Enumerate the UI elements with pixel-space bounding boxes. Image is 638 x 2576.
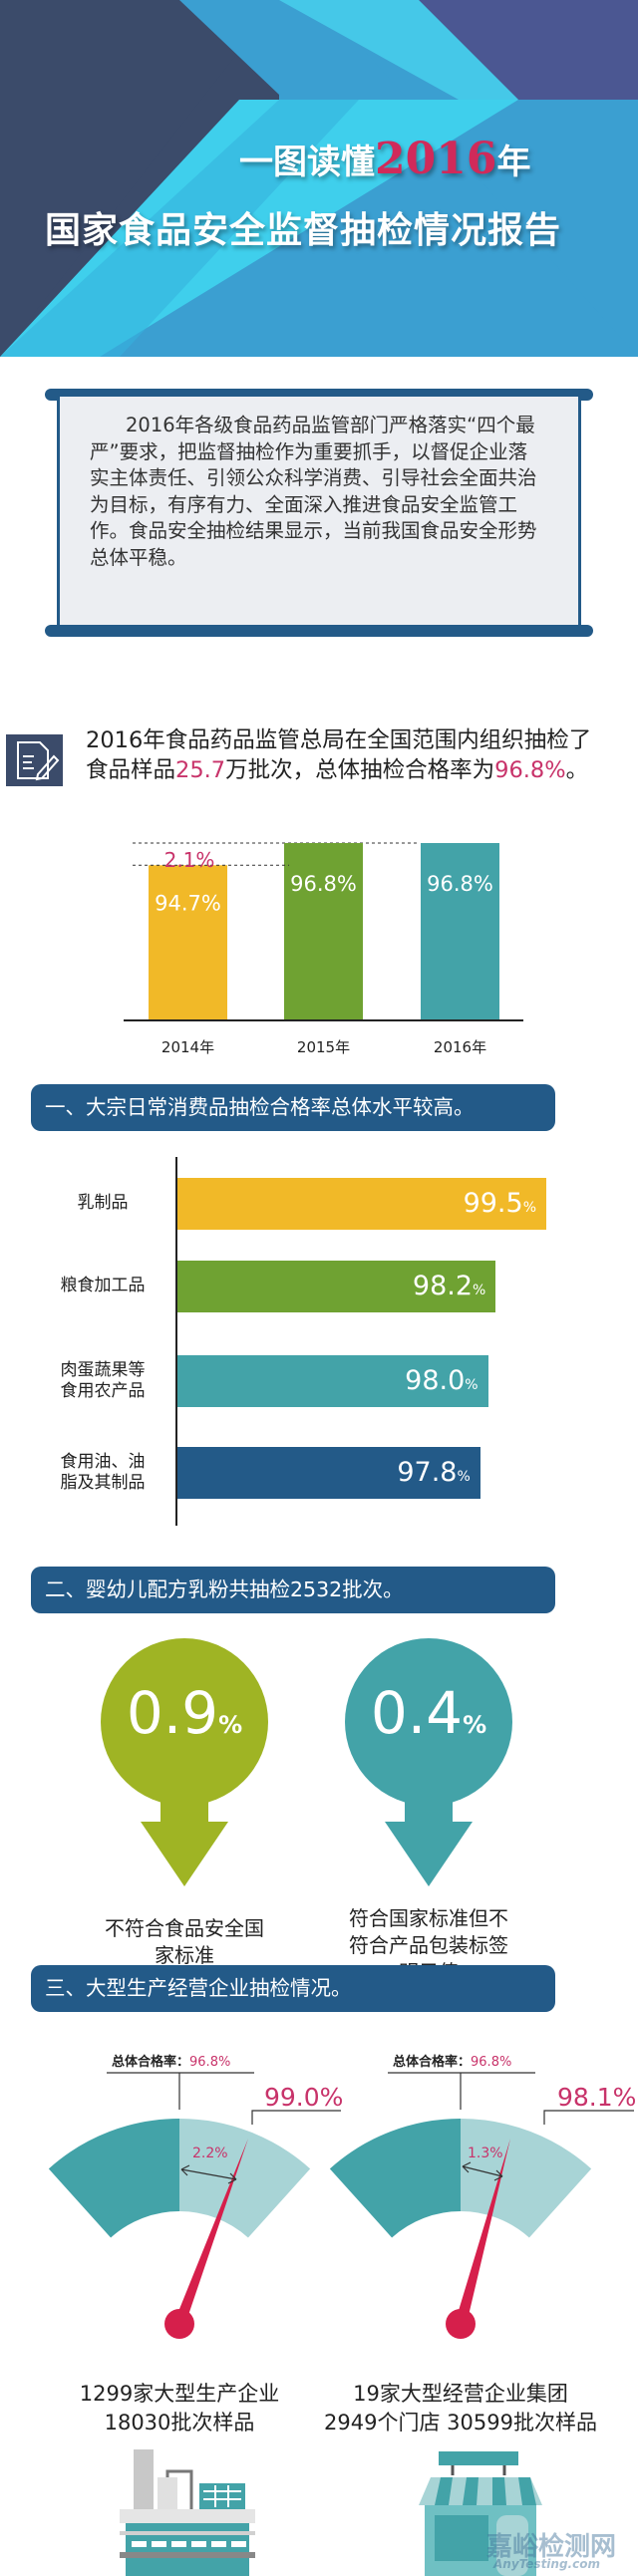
year-tick-label: 2015年 [297,1038,350,1056]
hbar-value: 98.0 [405,1365,466,1396]
watermark-logo-en: AnyTesting.com [493,2557,600,2571]
gauge-diff: 2.2% [192,2146,228,2161]
gauge-overall-segment [329,2119,461,2238]
year-tick-label: 2016年 [434,1038,486,1056]
gauge-overall-segment [48,2119,179,2238]
bar-value-label: 96.8% [427,872,493,896]
scroll-rod-bottom [45,625,593,637]
needle-pivot [164,2309,194,2339]
bar-value-label: 94.7% [155,891,221,915]
difference-annotation: 2.1% [164,848,215,872]
category-label: 乳制品 [77,1193,129,1213]
store-icon [419,2451,542,2576]
bar-value-label: 96.8% [290,872,357,896]
bar-2015年 [284,843,363,1020]
hbar-value: 99.5 [463,1188,523,1219]
overall-rate: 96.8% [494,757,566,783]
bar-2014年 [149,865,227,1020]
category-label: 食用油、油 脂及其制品 [60,1452,146,1493]
double-arrow-icon [462,2161,503,2181]
overall-rate-label: 总体合格率：96.8% [112,2055,231,2070]
category-label: 肉蛋蔬果等 食用农产品 [60,1360,146,1401]
year-tick-label: 2014年 [161,1038,214,1056]
gauge-needle [173,2139,248,2324]
hbar-1: 98.2% [177,1261,496,1312]
header-banner [0,0,638,357]
drop-caption: 不符合食品安全国家标准 [105,1916,264,1967]
hbar-2: 98.0% [177,1355,488,1407]
gauge-rate: 98.1% [557,2083,637,2112]
gauge-excess-segment [179,2119,311,2238]
intro-text: 2016年各级食品药品监管部门严格落实“四个最严”要求，把监督抽检作为重要抓手，… [90,414,537,569]
drop-value: 0.4% [370,1679,487,1747]
drop-value: 0.9% [126,1679,243,1747]
needle-pivot [446,2309,476,2339]
gauge-excess-segment [461,2119,592,2238]
gauge-caption: 1299家大型生产企业 18030批次样品 [79,2382,280,2434]
overall-rate-label: 总体合格率：96.8% [393,2055,512,2070]
arrow-drop-icon [345,1638,512,1886]
gauge-needle [455,2139,510,2324]
page-title-line2: 国家食品安全监督抽检情况报告 [45,210,562,251]
hbar-axis [175,1157,177,1526]
hbar-3: 97.8% [177,1447,480,1499]
gauge-rate: 99.0% [264,2083,344,2112]
gauge-caption: 19家大型经营企业集团 2949个门店 30599批次样品 [324,2382,597,2434]
sample-count: 25.7 [175,757,226,783]
summary-text: 2016年食品药品监管总局在全国范围内组织抽检了食品样品25.7万批次，总体抽检… [86,727,592,783]
hbar-0: 99.5% [177,1178,546,1230]
gauge-diff: 1.3% [468,2146,503,2161]
category-label: 粮食加工品 [60,1276,146,1295]
section-heading-1: 一、大宗日常消费品抽检合格率总体水平较高。 [31,1084,555,1131]
section-heading-3: 三、大型生产经营企业抽检情况。 [31,1965,555,2012]
watermark-logo: 嘉峪检测网 [486,2532,617,2562]
factory-icon [120,2449,255,2576]
hbar-value: 98.2 [412,1271,474,1301]
page-title-line1: 一图读懂2016年 [239,134,531,184]
document-pen-icon [6,734,63,786]
double-arrow-icon [180,2164,237,2184]
year-bar-chart: 94.7% 2014年 96.8% 2015年 96.8% 2016年 2.1% [124,842,523,1056]
intro-scroll [57,397,581,630]
section-heading-2: 二、婴幼儿配方乳粉共抽检2532批次。 [31,1567,555,1613]
bar-2016年 [421,843,499,1020]
hbar-value: 97.8 [397,1457,458,1488]
arrow-drop-icon [101,1638,268,1886]
